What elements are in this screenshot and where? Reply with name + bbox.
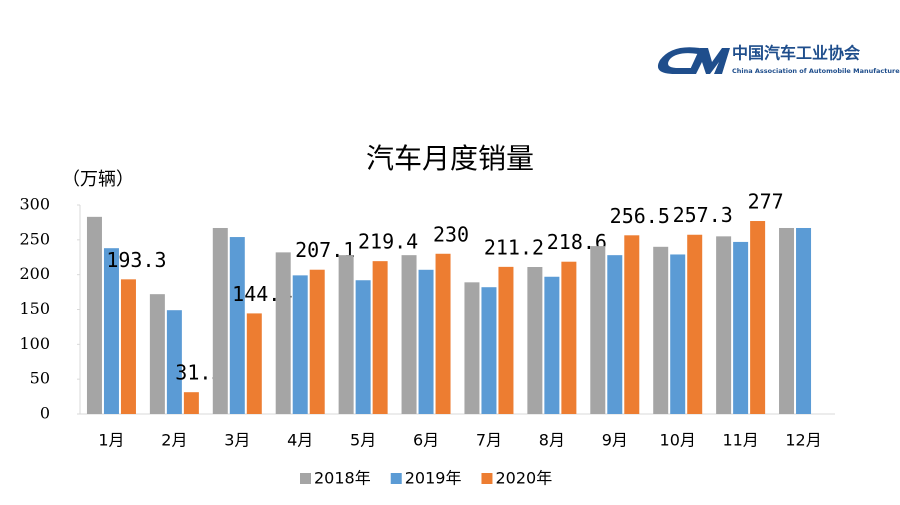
chart-title: 汽车月度销量 <box>366 142 534 175</box>
data-label: 256.5 <box>610 204 670 228</box>
org-name: 中国汽车工业协会 <box>732 44 860 63</box>
bar <box>401 255 417 414</box>
bar <box>544 276 560 414</box>
bar <box>653 246 669 414</box>
bar <box>435 253 451 414</box>
legend-swatch <box>300 473 311 484</box>
y-tick-label: 50 <box>30 369 50 388</box>
x-tick-label: 7月 <box>476 431 502 450</box>
bar <box>103 248 119 414</box>
y-tick-label: 200 <box>19 264 50 283</box>
bar <box>607 255 623 414</box>
bar <box>796 227 812 414</box>
y-tick-label: 250 <box>19 229 50 248</box>
y-tick-label: 0 <box>40 404 50 423</box>
x-tick-label: 9月 <box>602 431 628 450</box>
bar <box>590 246 606 414</box>
bar <box>149 294 165 414</box>
x-tick-label: 5月 <box>350 431 376 450</box>
bar <box>733 241 749 414</box>
bar <box>292 275 308 414</box>
bar <box>212 227 228 414</box>
bar <box>355 280 371 414</box>
bar <box>246 313 262 414</box>
bar <box>309 269 325 414</box>
bar <box>229 237 245 414</box>
x-tick-label: 3月 <box>224 431 250 450</box>
bar <box>716 236 732 414</box>
bar <box>183 392 199 414</box>
x-tick-label: 1月 <box>98 431 124 450</box>
data-label: 277 <box>748 190 784 214</box>
x-tick-label: 11月 <box>722 431 758 450</box>
bar <box>624 235 640 414</box>
org-english: China Association of Automobile Manufact… <box>732 67 900 75</box>
bar <box>418 269 434 414</box>
legend-swatch <box>390 473 402 484</box>
data-label: 230 <box>433 222 469 246</box>
legend-swatch <box>481 473 493 484</box>
legend-label: 2020年 <box>495 469 552 488</box>
x-tick-label: 6月 <box>413 431 439 450</box>
data-label: 193.3 <box>106 248 166 272</box>
bar <box>779 227 795 414</box>
data-label: 257.3 <box>673 203 733 227</box>
x-tick-label: 2月 <box>161 431 187 450</box>
bar <box>372 261 388 414</box>
bar <box>670 254 686 414</box>
bar <box>481 287 497 414</box>
y-tick-label: 300 <box>19 195 50 214</box>
y-tick-label: 150 <box>19 299 50 318</box>
x-tick-label: 4月 <box>287 431 313 450</box>
bar <box>464 282 480 414</box>
bar <box>498 266 514 414</box>
legend-label: 2019年 <box>405 469 462 488</box>
data-label: 219.4 <box>358 230 418 254</box>
bar <box>750 221 766 414</box>
bar <box>527 267 543 414</box>
x-tick-label: 10月 <box>660 431 696 450</box>
bar <box>687 234 703 414</box>
bar <box>338 255 354 414</box>
x-tick-label: 12月 <box>785 431 821 450</box>
y-tick-label: 100 <box>19 334 50 353</box>
bar <box>86 216 102 414</box>
bar <box>120 279 136 414</box>
data-label: 211.2 <box>484 235 544 259</box>
bar <box>561 261 577 414</box>
y-axis-label: （万辆） <box>62 169 134 190</box>
x-tick-label: 8月 <box>539 431 565 450</box>
legend-label: 2018年 <box>314 469 371 488</box>
bar <box>166 310 182 414</box>
bar <box>275 252 291 414</box>
logo <box>657 47 730 74</box>
